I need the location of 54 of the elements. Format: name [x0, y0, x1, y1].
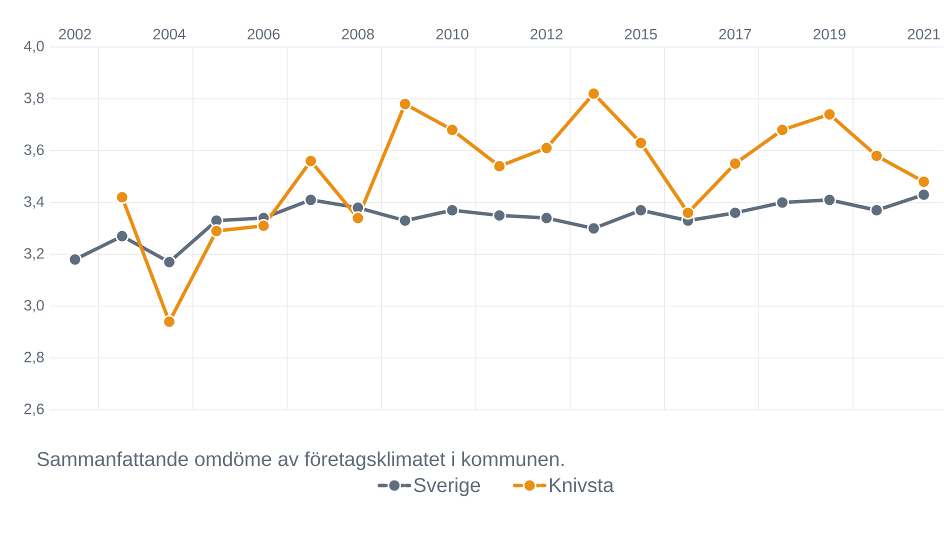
y-tick-label: 3,8 [24, 92, 44, 106]
point [586, 222, 600, 236]
x-tick-label: 2021 [908, 28, 940, 40]
x-tick-label: 2010 [436, 28, 468, 40]
point [634, 204, 648, 218]
point [634, 136, 648, 150]
point [256, 219, 270, 233]
y-tick-label: 2,8 [24, 352, 44, 364]
point [822, 193, 836, 207]
point [822, 108, 836, 122]
point [492, 160, 506, 174]
point [776, 123, 790, 137]
y-tick-label: 3,4 [24, 196, 44, 209]
x-tick-label: 2006 [248, 28, 280, 40]
point [728, 156, 742, 170]
point [917, 188, 931, 202]
legend-label: Sverige [414, 478, 480, 496]
point [304, 154, 318, 168]
x-tick-label: 2004 [153, 28, 186, 40]
point [917, 175, 931, 189]
y-tick-label: 3,0 [24, 300, 44, 312]
y-tick-label: 3,2 [24, 248, 44, 261]
point [870, 149, 884, 163]
point [68, 252, 82, 266]
point [398, 97, 412, 111]
y-tick-label: 4,0 [24, 40, 44, 54]
point [162, 255, 176, 269]
x-tick-label: 2019 [814, 28, 846, 40]
point [210, 224, 224, 238]
point [492, 208, 506, 222]
point [398, 214, 412, 228]
point [115, 190, 129, 204]
y-tick-label: 2,6 [24, 404, 44, 416]
point [870, 204, 884, 218]
point [681, 206, 695, 220]
point [162, 315, 176, 329]
point [540, 141, 554, 155]
point [586, 86, 600, 100]
text: Sammanfattande omdöme av företagsklimatet i kommunen. [37, 452, 564, 470]
legend-label: Knivsta [550, 478, 614, 492]
x-tick-label: 2017 [719, 28, 752, 40]
point [776, 196, 790, 210]
y-tick-label: 3,6 [24, 144, 44, 157]
x-tick-label: 2008 [342, 28, 374, 40]
point [351, 211, 365, 225]
point [304, 193, 318, 207]
point [540, 211, 554, 225]
x-tick-label: 2015 [624, 28, 657, 40]
point [445, 123, 459, 137]
point [445, 204, 459, 218]
x-tick-label: 2012 [530, 28, 562, 40]
point [728, 206, 742, 220]
x-tick-label: 2002 [59, 28, 91, 40]
point [115, 230, 129, 244]
